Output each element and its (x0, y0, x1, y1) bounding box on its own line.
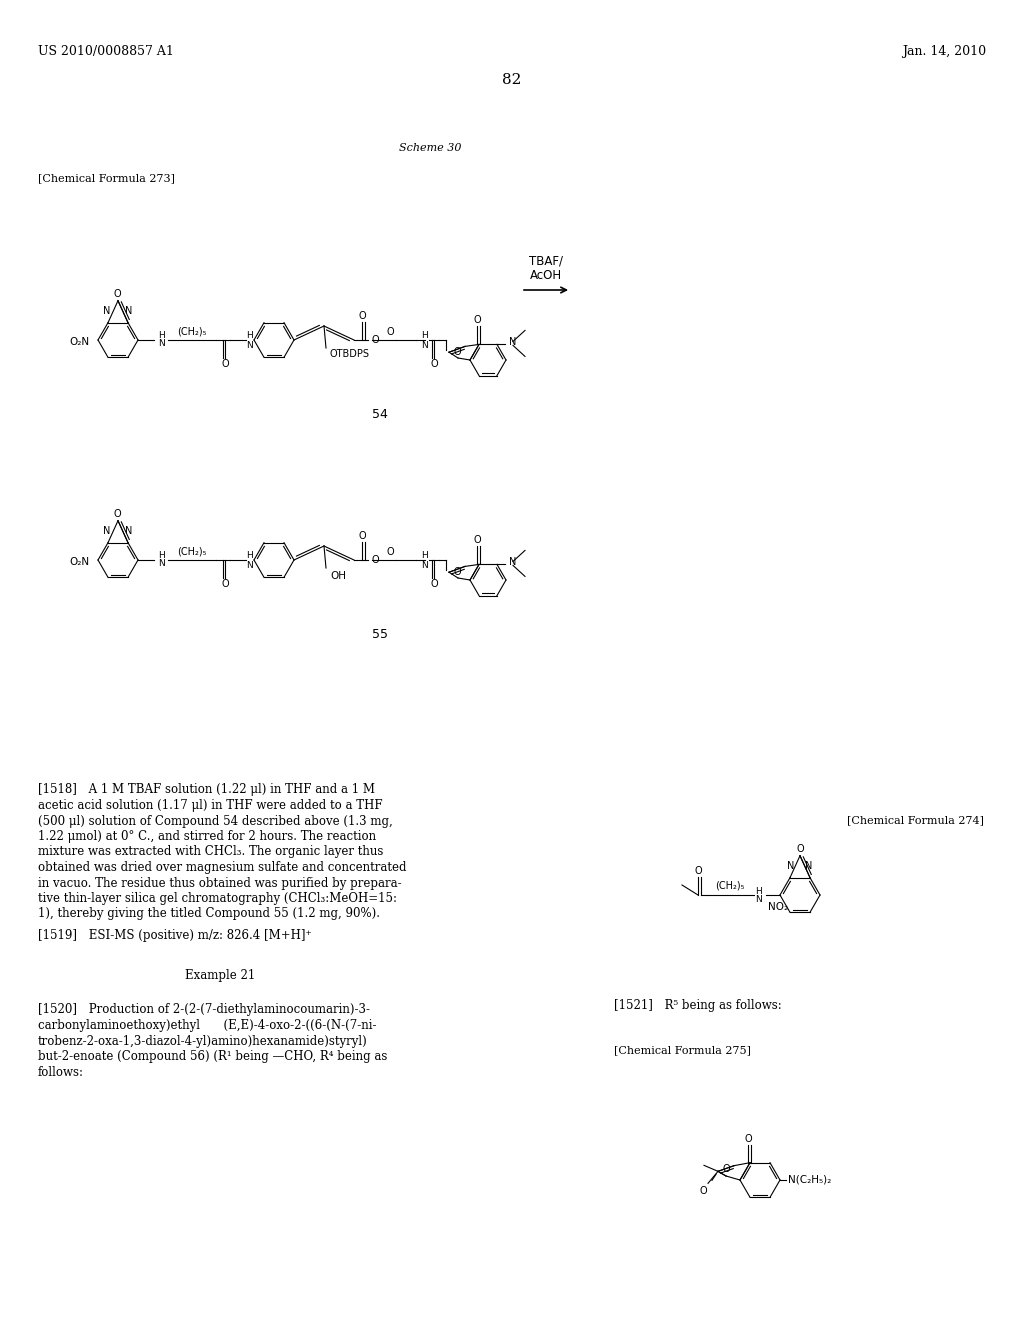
Text: O: O (386, 327, 394, 337)
Text: 82: 82 (503, 73, 521, 87)
Text: N: N (103, 525, 111, 536)
Text: 1.22 μmol) at 0° C., and stirred for 2 hours. The reaction: 1.22 μmol) at 0° C., and stirred for 2 h… (38, 830, 376, 843)
Text: N(C₂H₅)₂: N(C₂H₅)₂ (788, 1175, 831, 1185)
Text: O: O (797, 843, 804, 854)
Text: [1519] ESI-MS (positive) m/z: 826.4 [M+H]⁺: [1519] ESI-MS (positive) m/z: 826.4 [M+H… (38, 928, 311, 941)
Text: in vacuo. The residue thus obtained was purified by prepara-: in vacuo. The residue thus obtained was … (38, 876, 401, 890)
Text: O: O (473, 315, 481, 326)
Text: N: N (422, 561, 428, 569)
Text: O: O (372, 335, 380, 345)
Text: N: N (422, 341, 428, 350)
Text: N: N (158, 339, 165, 348)
Text: [1520] Production of 2-(2-(7-diethylaminocoumarin)-3-: [1520] Production of 2-(2-(7-diethylamin… (38, 1003, 370, 1016)
Text: O: O (221, 359, 228, 370)
Text: O: O (372, 554, 380, 565)
Text: mixture was extracted with CHCl₃. The organic layer thus: mixture was extracted with CHCl₃. The or… (38, 846, 383, 858)
Text: 54: 54 (372, 408, 388, 421)
Text: N: N (158, 560, 165, 569)
Text: H: H (246, 330, 253, 339)
Text: trobenz-2-oxa-1,3-diazol-4-yl)amino)hexanamide)styryl): trobenz-2-oxa-1,3-diazol-4-yl)amino)hexa… (38, 1035, 368, 1048)
Text: [1521] R⁵ being as follows:: [1521] R⁵ being as follows: (614, 998, 781, 1011)
Text: OTBDPS: OTBDPS (330, 348, 370, 359)
Text: [Chemical Formula 274]: [Chemical Formula 274] (847, 814, 984, 825)
Text: (CH₂)₅: (CH₂)₅ (177, 326, 207, 337)
Text: O: O (386, 546, 394, 557)
Text: O: O (221, 579, 228, 589)
Text: NO₂: NO₂ (768, 902, 788, 912)
Text: (CH₂)₅: (CH₂)₅ (716, 880, 744, 891)
Text: H: H (158, 552, 165, 561)
Text: N: N (125, 525, 133, 536)
Text: O: O (454, 568, 461, 577)
Text: O: O (430, 359, 438, 370)
Text: H: H (422, 330, 428, 339)
Text: N: N (756, 895, 762, 903)
Text: N: N (125, 306, 133, 315)
Text: [Chemical Formula 275]: [Chemical Formula 275] (614, 1045, 751, 1055)
Text: follows:: follows: (38, 1065, 84, 1078)
Text: N: N (246, 561, 253, 569)
Text: (CH₂)₅: (CH₂)₅ (177, 546, 207, 556)
Text: US 2010/0008857 A1: US 2010/0008857 A1 (38, 45, 174, 58)
Text: O: O (454, 347, 461, 358)
Text: [Chemical Formula 273]: [Chemical Formula 273] (38, 173, 175, 183)
Text: acetic acid solution (1.17 μl) in THF were added to a THF: acetic acid solution (1.17 μl) in THF we… (38, 799, 383, 812)
Text: [1518] A 1 M TBAF solution (1.22 μl) in THF and a 1 M: [1518] A 1 M TBAF solution (1.22 μl) in … (38, 784, 375, 796)
Text: N: N (805, 861, 813, 871)
Text: OH: OH (330, 572, 346, 581)
Text: 55: 55 (372, 628, 388, 642)
Text: but-2-enoate (Compound 56) (R¹ being —CHO, R⁴ being as: but-2-enoate (Compound 56) (R¹ being —CH… (38, 1049, 387, 1063)
Text: Jan. 14, 2010: Jan. 14, 2010 (902, 45, 986, 58)
Text: O: O (430, 579, 438, 589)
Text: Scheme 30: Scheme 30 (398, 143, 461, 153)
Text: O: O (358, 531, 366, 541)
Text: O: O (699, 1187, 707, 1196)
Text: O: O (694, 866, 701, 876)
Text: O: O (114, 508, 121, 519)
Text: O: O (722, 1164, 730, 1175)
Text: O: O (473, 536, 481, 545)
Text: H: H (246, 550, 253, 560)
Text: TBAF/
AcOH: TBAF/ AcOH (529, 253, 563, 282)
Text: N: N (509, 338, 516, 347)
Text: Example 21: Example 21 (185, 969, 255, 982)
Text: H: H (756, 887, 762, 895)
Text: N: N (246, 341, 253, 350)
Text: O₂N: O₂N (70, 337, 90, 347)
Text: O: O (114, 289, 121, 298)
Text: H: H (158, 331, 165, 341)
Text: obtained was dried over magnesium sulfate and concentrated: obtained was dried over magnesium sulfat… (38, 861, 407, 874)
Text: N: N (787, 861, 795, 871)
Text: H: H (422, 550, 428, 560)
Text: O: O (744, 1134, 752, 1143)
Text: 1), thereby giving the titled Compound 55 (1.2 mg, 90%).: 1), thereby giving the titled Compound 5… (38, 908, 380, 920)
Text: (500 μl) solution of Compound 54 described above (1.3 mg,: (500 μl) solution of Compound 54 describ… (38, 814, 393, 828)
Text: N: N (509, 557, 516, 568)
Text: O₂N: O₂N (70, 557, 90, 568)
Text: O: O (358, 312, 366, 321)
Text: tive thin-layer silica gel chromatography (CHCl₃:MeOH=15:: tive thin-layer silica gel chromatograph… (38, 892, 397, 906)
Text: carbonylaminoethoxy)ethyl  (E,E)-4-oxo-2-((6-(N-(7-ni-: carbonylaminoethoxy)ethyl (E,E)-4-oxo-2-… (38, 1019, 377, 1032)
Text: N: N (103, 306, 111, 315)
